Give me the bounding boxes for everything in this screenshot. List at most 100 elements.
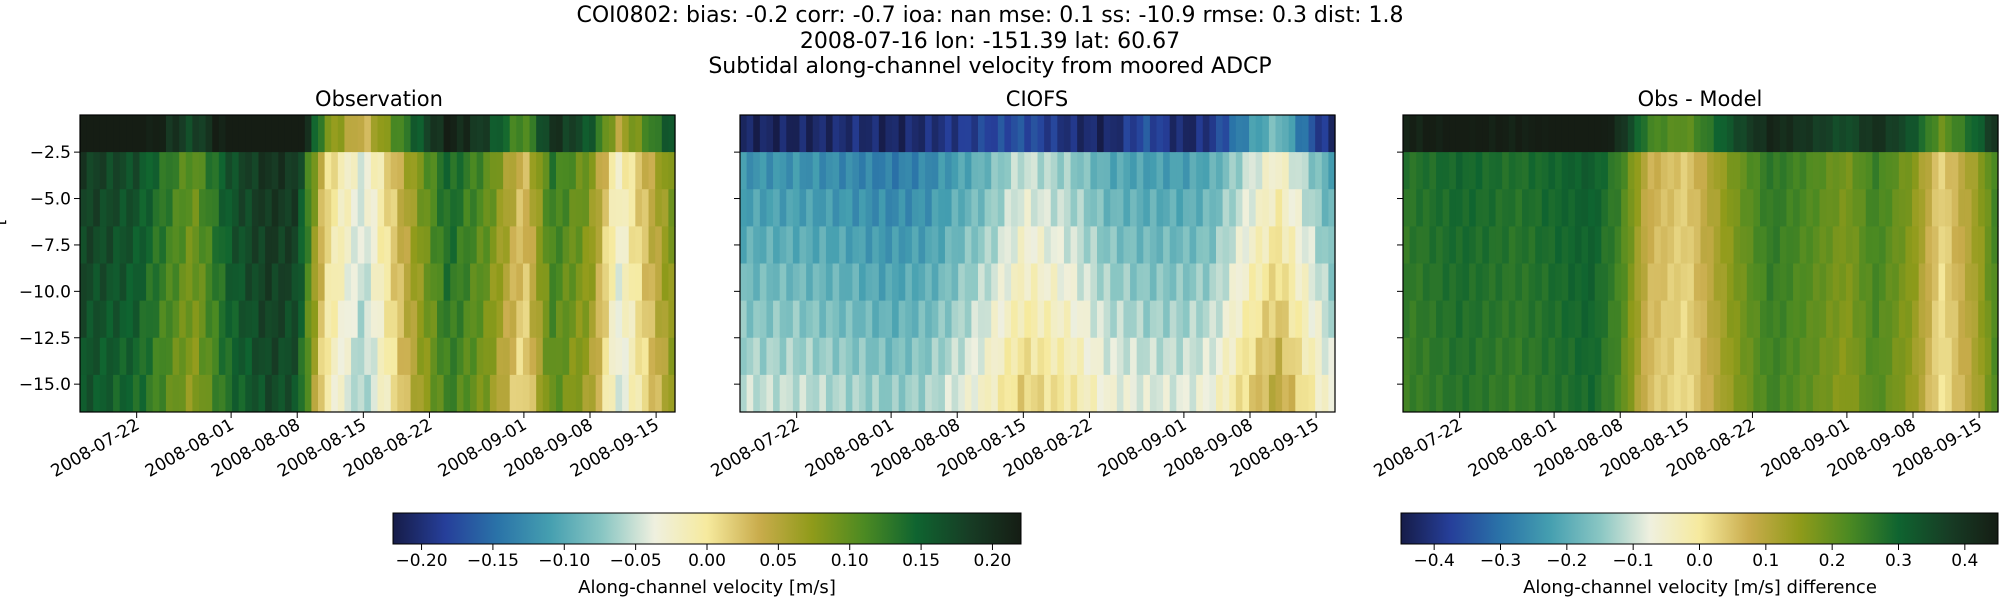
obs-minus-model-cell (1574, 152, 1583, 190)
ciofs-cell (1063, 189, 1072, 227)
observation-cell (668, 226, 676, 264)
observation-cell (423, 152, 431, 190)
observation-y-tick-label: −10.0 (19, 282, 71, 302)
obs-minus-model-cell (1601, 226, 1609, 264)
observation-cell (390, 115, 398, 153)
ciofs-cell (806, 115, 814, 153)
obs-minus-model-cell (1680, 115, 1688, 153)
velocity-colorbar-tick-label: −0.05 (610, 551, 662, 571)
ciofs-cell (918, 300, 926, 339)
observation-cell (641, 189, 650, 227)
observation-cell (298, 263, 306, 302)
ciofs-cell (1209, 226, 1217, 264)
observation-cell (99, 226, 108, 264)
obs-minus-model-cell (1938, 374, 1946, 413)
observation-cell (152, 189, 160, 227)
ciofs-cell (779, 300, 787, 339)
observation-cell (575, 374, 584, 413)
observation-cell (139, 189, 147, 227)
obs-minus-model-cell (1799, 189, 1807, 227)
obs-minus-model-cell (1958, 189, 1966, 227)
obs-minus-model-cell (1634, 152, 1642, 190)
obs-minus-model-cell (1442, 300, 1450, 339)
ciofs-cell (832, 337, 840, 376)
ciofs-cell (911, 337, 920, 376)
ciofs-cell (958, 115, 966, 153)
observation-cell (165, 263, 174, 302)
obs-minus-model-cell (1991, 152, 1999, 190)
ciofs-cell (819, 226, 827, 264)
obs-minus-model-cell (1885, 152, 1893, 190)
obs-minus-model-cell (1416, 263, 1424, 302)
obs-minus-model-cell (1779, 337, 1788, 376)
obs-minus-model-cell (1812, 374, 1821, 413)
ciofs-cell (773, 374, 781, 413)
obs-minus-model-cell (1892, 226, 1900, 264)
ciofs-cell (759, 374, 768, 413)
obs-minus-model-cell (1951, 374, 1959, 413)
observation-cell (324, 263, 332, 302)
obs-minus-model-cell (1687, 263, 1695, 302)
obs-minus-model-cell (1674, 115, 1682, 153)
ciofs-cell (1030, 300, 1039, 339)
obs-minus-model-cell (1760, 226, 1768, 264)
ciofs-cell (1249, 115, 1257, 153)
obs-minus-model-cell (1680, 374, 1688, 413)
ciofs-cell (925, 337, 933, 376)
ciofs-cell (1288, 226, 1296, 264)
ciofs-cell (825, 189, 834, 227)
obs-minus-model-cell (1832, 374, 1840, 413)
observation-cell (238, 337, 246, 376)
observation-cell (232, 115, 240, 153)
obs-minus-model-cell (1647, 374, 1655, 413)
ciofs-cell (806, 337, 814, 376)
obs-minus-model-cell (1469, 263, 1477, 302)
obs-minus-model-cell (1462, 337, 1470, 376)
observation-cell (245, 152, 253, 190)
observation-cell (278, 300, 286, 339)
ciofs-cell (1011, 374, 1019, 413)
ciofs-cell (1275, 152, 1283, 190)
obs-minus-model-cell (1740, 189, 1748, 227)
observation-cell (344, 374, 352, 413)
observation-cell (298, 152, 306, 190)
obs-minus-model-cell (1667, 374, 1675, 413)
observation-cell (529, 374, 537, 413)
observation-cell (258, 263, 266, 302)
ciofs-cell (852, 226, 860, 264)
observation-cell (152, 263, 160, 302)
observation-cell (562, 263, 570, 302)
observation-cell (522, 152, 531, 190)
ciofs-cell (792, 152, 801, 190)
ciofs-cell (931, 189, 939, 227)
obs-minus-model-cell (1502, 374, 1510, 413)
ciofs-cell (1136, 337, 1144, 376)
observation-cell (476, 226, 484, 264)
obs-minus-model-cell (1799, 374, 1807, 413)
obs-minus-model-cell (1806, 374, 1814, 413)
ciofs-cell (1249, 152, 1257, 190)
ciofs-cell (1255, 226, 1263, 264)
obs-minus-model-cell (1535, 115, 1543, 153)
obs-minus-model-cell (1594, 152, 1602, 190)
ciofs-cell (1057, 263, 1065, 302)
obs-minus-model-cell (1680, 189, 1688, 227)
ciofs-cell (1222, 152, 1230, 190)
obs-minus-model-cell (1607, 337, 1616, 376)
ciofs-cell (859, 374, 867, 413)
ciofs-cell (1143, 300, 1151, 339)
obs-minus-model-cell (1826, 152, 1834, 190)
obs-minus-model-cell (1799, 337, 1807, 376)
obs-minus-model-cell (1951, 337, 1959, 376)
obs-minus-model-cell (1541, 263, 1550, 302)
obs-minus-model-cell (1680, 152, 1688, 190)
observation-cell (562, 189, 570, 227)
ciofs-cell (845, 189, 853, 227)
obs-minus-model-cell (1601, 189, 1609, 227)
ciofs-cell (812, 152, 820, 190)
obs-minus-model-cell (1912, 300, 1920, 339)
observation-cell (668, 152, 676, 190)
observation-cell (403, 374, 412, 413)
difference-colorbar-tick-label: −0.3 (1480, 551, 1521, 571)
ciofs-cell (872, 152, 880, 190)
